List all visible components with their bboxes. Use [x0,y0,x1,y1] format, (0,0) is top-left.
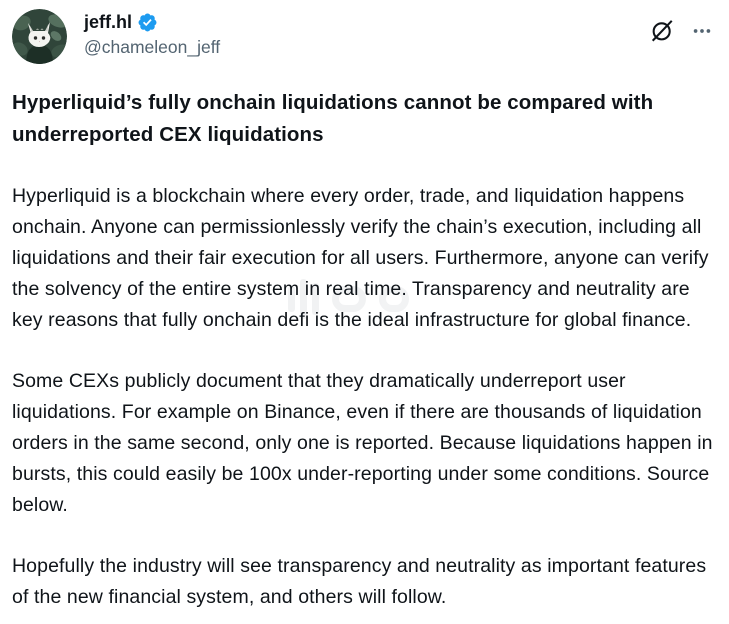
display-name[interactable]: jeff.hl [84,12,132,32]
header-actions [649,8,715,44]
avatar-cat-illustration [12,9,67,64]
tweet-header: jeff.hl @chameleon_jeff [12,8,715,64]
more-options-button[interactable] [691,20,713,42]
post-paragraph-1: Hyperliquid is a blockchain where every … [12,185,709,331]
author-identity: jeff.hl @chameleon_jeff [84,8,220,58]
post-headline: Hyperliquid’s fully onchain liquidations… [12,91,654,146]
post-paragraph-3: Hopefully the industry will see transpar… [12,555,707,608]
user-handle[interactable]: @chameleon_jeff [84,37,221,57]
verified-badge-icon [137,12,158,33]
grok-icon[interactable] [649,18,675,44]
post-paragraph-2: Some CEXs publicly document that they dr… [12,370,713,516]
avatar[interactable] [12,9,67,64]
